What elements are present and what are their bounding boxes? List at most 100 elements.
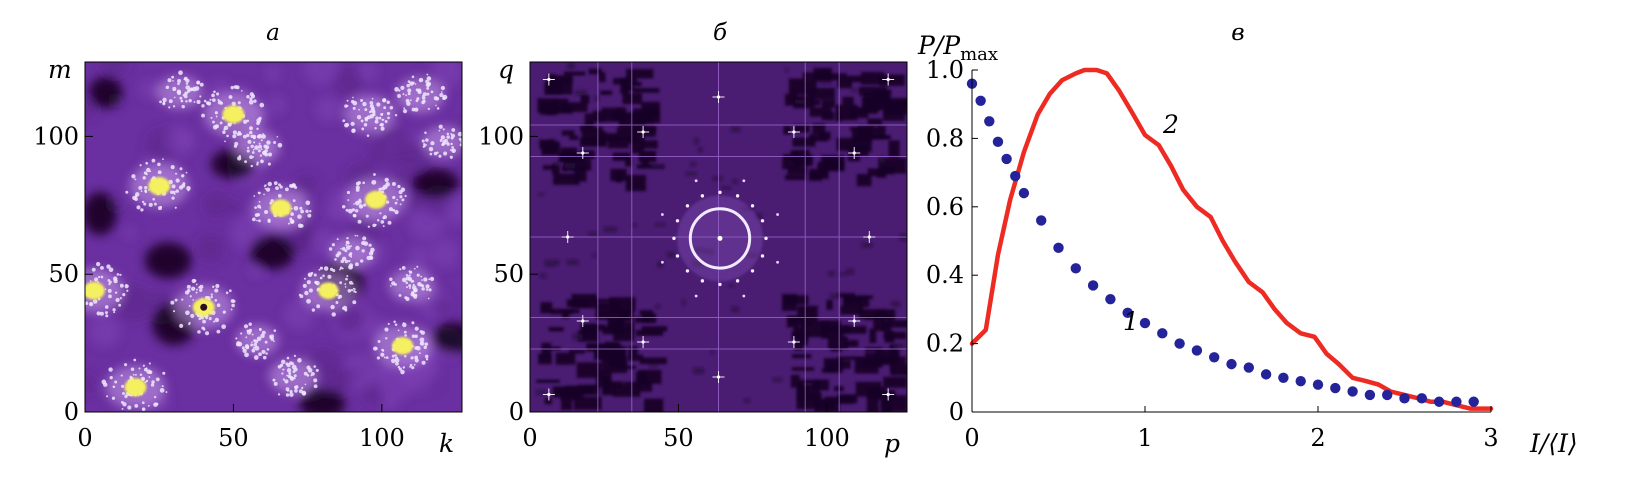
dark-block [599,344,607,361]
texture-blob [139,79,160,100]
speckle-grain [193,101,196,103]
fourier-ring [688,207,752,270]
speckle-grain [254,213,259,217]
speckle-grain [217,99,220,102]
speckle-grain [362,236,367,241]
speckle-grain [306,374,310,377]
speckle-grain [273,340,275,343]
speckle-grain [457,131,462,137]
speckle-grain [386,111,391,116]
speckle-grain [322,274,325,278]
speckle-grain [372,112,376,117]
dark-fleck [819,82,833,85]
speckle-grain [267,152,272,157]
speckle-grain [341,204,346,209]
speckle-grain [306,280,311,285]
dark-block [576,362,602,378]
fourier-spectrum-panel: б q p 0 50 100 0 50 100 [478,20,908,458]
speckle-grain [171,75,175,79]
speckle-grain [175,189,179,193]
series-1-point [1451,396,1462,407]
speckle-grain [293,367,298,372]
panel-a-x-tick-label: 0 [77,424,92,452]
bright-spot-core [364,190,387,209]
speckle-grain [300,209,304,214]
speckle-grain [236,132,240,136]
speckle-grain [248,328,253,332]
panel-b-x-tick-label: 50 [663,424,694,452]
speckle-grain [418,79,421,82]
speckle-grain [357,219,362,224]
x-tick-label: 0 [964,424,979,452]
speckle-grain [385,337,388,340]
speckle-grain [368,110,372,114]
speckle-grain [249,97,253,101]
series-1-point [1105,293,1116,305]
y-tick-label: 0.2 [926,330,964,358]
speckle-grain [426,86,430,90]
speckle-grain [246,133,250,138]
speckle-grain [397,329,400,332]
speckle-grain [404,334,407,337]
dark-block [555,98,569,110]
dark-block [607,136,629,149]
speckle-grain [151,158,156,163]
dark-block [796,392,822,410]
dark-block [583,324,606,331]
speckle-grain [112,385,116,389]
speckle-grain [247,139,252,144]
dark-fleck [632,223,637,227]
star-point-core [886,77,890,82]
texture-blob [151,288,171,308]
dark-block [636,379,653,392]
speckle-grain [323,266,329,271]
speckle-grain [172,190,176,194]
speckle-grain [417,90,420,93]
speckle-grain [363,241,369,246]
speckle-grain [263,185,266,188]
speckle-grain [369,255,374,260]
speckle-grain [374,127,377,130]
panel-c-series [966,67,1494,411]
panel-a-x-label: k [439,429,454,458]
speckle-grain [258,219,261,223]
speckle-grain [214,299,218,302]
dark-block [792,354,812,359]
texture-blob [335,304,365,334]
speckle-grain [334,258,337,261]
ring-outer-point [742,294,746,298]
dark-block [890,364,907,376]
speckle-grain [410,292,415,297]
speckle-grain [354,262,359,267]
dark-block [561,309,570,319]
speckle-grain [112,308,116,312]
speckle-grain [293,205,299,211]
speckle-grain [199,95,202,98]
speckle-grain [141,401,145,404]
ring-outer-point [776,260,779,264]
series-1-point [1226,358,1237,370]
speckle-grain [401,265,406,270]
speckle-grain [421,139,425,143]
dark-block [858,361,883,368]
speckle-grain [391,281,396,286]
speckle-grain [430,276,435,281]
speckle-grain [185,310,190,316]
speckle-grain [433,151,438,156]
dark-block [577,330,599,342]
speckle-grain [253,339,256,342]
speckle-grain [420,342,423,345]
dark-block [641,326,668,332]
dark-fleck [732,179,738,184]
speckle-grain [138,367,141,370]
speckle-grain [203,327,206,330]
series-1-point [975,95,986,106]
speckle-grain [378,116,382,120]
speckle-grain [294,389,298,393]
panel-b-y-tick-label: 50 [493,260,524,288]
speckle-grain [153,395,157,399]
dark-block [626,69,654,79]
speckle-grain [258,200,261,203]
speckle-grain [380,352,385,357]
speckle-grain [425,82,431,88]
